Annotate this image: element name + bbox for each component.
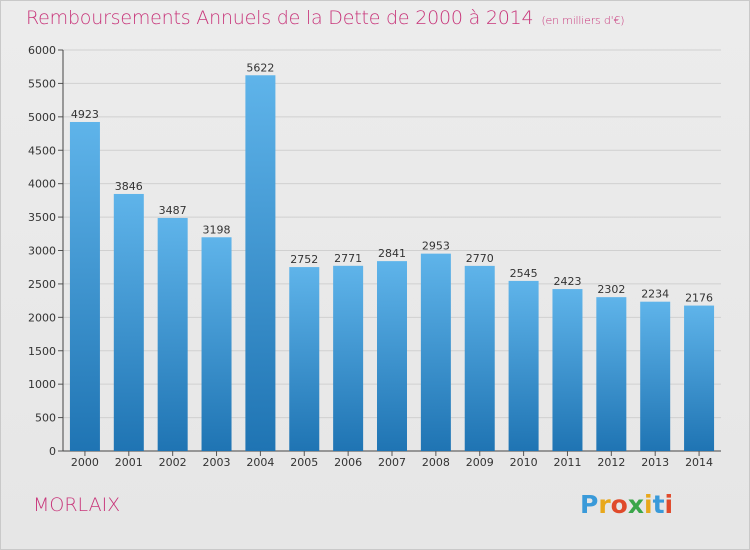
logo-letter: r: [598, 490, 611, 519]
data-label: 2841: [378, 247, 406, 260]
y-tick-label: 4500: [28, 144, 56, 157]
logo-letter: x: [627, 490, 644, 519]
x-tick-label: 2008: [422, 456, 450, 469]
x-tick-label: 2007: [378, 456, 406, 469]
data-label: 2770: [466, 252, 494, 265]
unit-note: (en milliers d'€): [541, 14, 625, 27]
bar-2006: [333, 265, 364, 451]
x-tick-label: 2011: [553, 456, 581, 469]
logo-letter: P: [580, 490, 599, 519]
bar-2010: [508, 280, 539, 451]
y-tick-label: 2500: [28, 278, 56, 291]
y-tick-label: 1000: [28, 378, 56, 391]
x-tick-label: 2004: [246, 456, 274, 469]
city-name: MORLAIX: [33, 494, 121, 516]
bars: [69, 75, 715, 452]
y-tick-label: 5500: [28, 77, 56, 90]
logo-letter: i: [644, 490, 653, 519]
data-label: 2176: [685, 292, 713, 305]
bar-2012: [596, 297, 627, 451]
data-label: 3846: [115, 180, 143, 193]
data-label: 2752: [290, 253, 318, 266]
x-tick-label: 2001: [115, 456, 143, 469]
logo-letter: t: [652, 490, 665, 519]
bar-2002: [157, 217, 188, 451]
data-label: 2423: [553, 275, 581, 288]
x-tick-label: 2014: [685, 456, 713, 469]
x-tick-label: 2012: [597, 456, 625, 469]
data-label: 2545: [510, 267, 538, 280]
x-tick-label: 2009: [466, 456, 494, 469]
y-tick-label: 5000: [28, 111, 56, 124]
bar-2003: [201, 237, 232, 451]
x-tick-label: 2010: [510, 456, 538, 469]
logo-letter: o: [610, 490, 628, 519]
x-tick-label: 2013: [641, 456, 669, 469]
bar-2005: [289, 267, 320, 451]
data-label: 2953: [422, 240, 450, 253]
data-label: 3487: [159, 204, 187, 217]
y-tick-label: 500: [35, 412, 56, 425]
logo-letter: i: [664, 490, 674, 519]
proxiti-logo: Proxiti: [580, 490, 673, 519]
data-label: 2234: [641, 288, 669, 301]
y-tick-label: 6000: [28, 44, 56, 57]
data-label: 2771: [334, 252, 362, 265]
data-label: 5622: [246, 61, 274, 74]
x-tick-label: 2006: [334, 456, 362, 469]
bar-2004: [245, 75, 276, 451]
chart-title: Remboursements Annuels de la Dette de 20…: [26, 7, 625, 29]
y-tick-label: 1500: [28, 345, 56, 358]
bar-2000: [69, 121, 100, 452]
y-tick-label: 0: [49, 445, 56, 458]
data-label: 2302: [597, 283, 625, 296]
labels: 0 500 1000 1500 2000 2500 3000 3500 4000 4500 5000…: [28, 44, 713, 469]
bar-2013: [640, 301, 671, 451]
bar-2008: [420, 253, 451, 451]
bar-2014: [684, 305, 715, 451]
bar-2001: [113, 193, 144, 452]
y-tick-label: 3500: [28, 211, 56, 224]
x-tick-label: 2002: [159, 456, 187, 469]
bar-2009: [464, 265, 495, 451]
y-tick-label: 3000: [28, 245, 56, 258]
x-tick-label: 2003: [203, 456, 231, 469]
bar-2011: [552, 289, 583, 451]
x-tick-label: 2000: [71, 456, 99, 469]
bar-2007: [377, 261, 407, 451]
data-label: 4923: [71, 108, 99, 121]
data-label: 3198: [203, 223, 231, 236]
title-text: Remboursements Annuels de la Dette de 20…: [26, 7, 534, 29]
y-tick-label: 4000: [28, 178, 56, 191]
x-tick-label: 2005: [290, 456, 318, 469]
y-tick-label: 2000: [28, 311, 56, 324]
